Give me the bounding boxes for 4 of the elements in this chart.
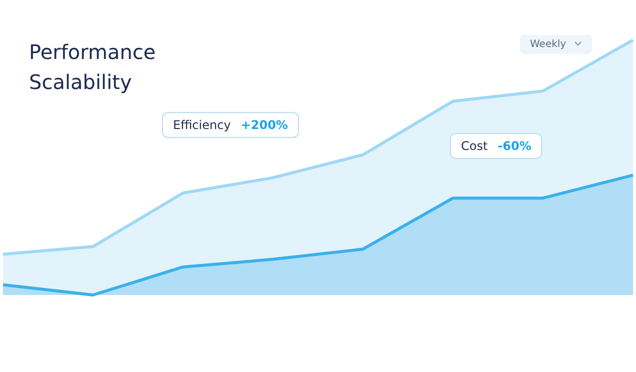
annotation: Cost -60% [450,133,542,159]
dropdown: Weekly [520,35,592,54]
annotation: Efficiency +200% [162,112,299,138]
text: Performance Scalability [29,40,162,94]
